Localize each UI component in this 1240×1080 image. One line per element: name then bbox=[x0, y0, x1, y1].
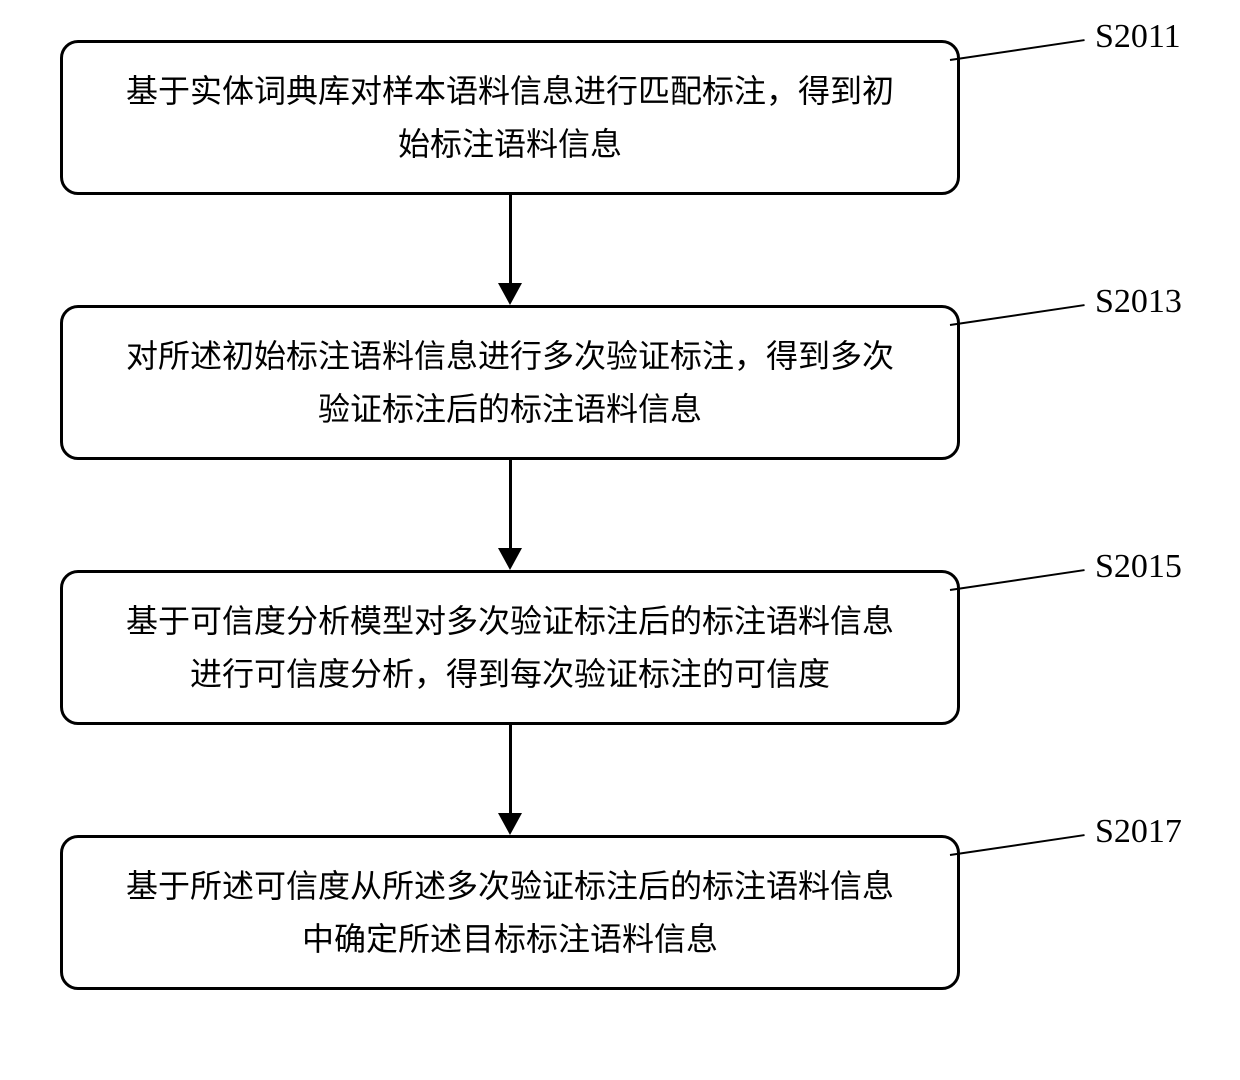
step-label-2: S2013 bbox=[1095, 283, 1182, 321]
step-label-3: S2015 bbox=[1095, 548, 1182, 586]
lead-line-1 bbox=[950, 39, 1085, 61]
step-label-1: S2011 bbox=[1095, 18, 1181, 56]
arrow-2-line bbox=[509, 460, 512, 548]
flowchart-canvas: 基于实体词典库对样本语料信息进行匹配标注，得到初 始标注语料信息 对所述初始标注… bbox=[0, 0, 1240, 1080]
arrow-1-line bbox=[509, 195, 512, 283]
flow-node-3-text: 基于可信度分析模型对多次验证标注后的标注语料信息 进行可信度分析，得到每次验证标… bbox=[126, 595, 894, 701]
flow-node-2: 对所述初始标注语料信息进行多次验证标注，得到多次 验证标注后的标注语料信息 bbox=[60, 305, 960, 460]
flow-node-4-text: 基于所述可信度从所述多次验证标注后的标注语料信息 中确定所述目标标注语料信息 bbox=[126, 860, 894, 966]
arrow-2-head bbox=[498, 548, 522, 570]
lead-line-4 bbox=[950, 834, 1085, 856]
step-label-4: S2017 bbox=[1095, 813, 1182, 851]
lead-line-3 bbox=[950, 569, 1085, 591]
flow-node-2-text: 对所述初始标注语料信息进行多次验证标注，得到多次 验证标注后的标注语料信息 bbox=[126, 330, 894, 436]
flow-node-1: 基于实体词典库对样本语料信息进行匹配标注，得到初 始标注语料信息 bbox=[60, 40, 960, 195]
flow-node-3: 基于可信度分析模型对多次验证标注后的标注语料信息 进行可信度分析，得到每次验证标… bbox=[60, 570, 960, 725]
arrow-1-head bbox=[498, 283, 522, 305]
flow-node-1-text: 基于实体词典库对样本语料信息进行匹配标注，得到初 始标注语料信息 bbox=[126, 65, 894, 171]
arrow-3-head bbox=[498, 813, 522, 835]
flow-node-4: 基于所述可信度从所述多次验证标注后的标注语料信息 中确定所述目标标注语料信息 bbox=[60, 835, 960, 990]
arrow-3-line bbox=[509, 725, 512, 813]
lead-line-2 bbox=[950, 304, 1085, 326]
